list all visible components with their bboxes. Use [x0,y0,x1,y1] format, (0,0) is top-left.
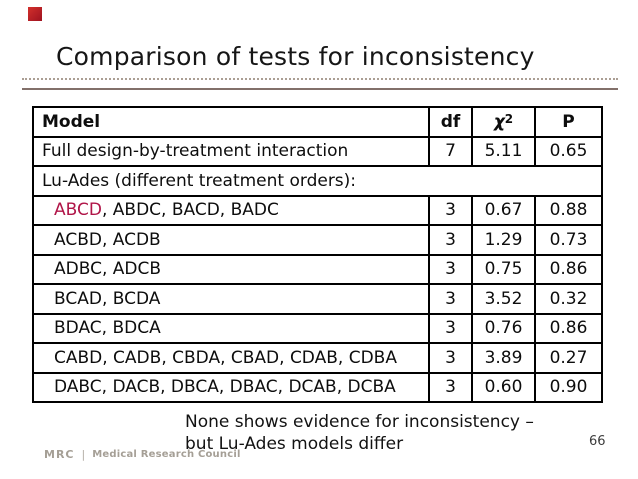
model-text: , ABDC, BACD, BADC [101,200,279,221]
chi2-cell: 0.60 [471,371,536,403]
mrc-logo-divider: | [81,448,86,461]
chi2-cell: 1.29 [471,224,536,256]
chi2-cell: 0.75 [471,253,536,285]
table-row: CABD, CADB, CBDA, CBAD, CDAB, CDBA 3 3.8… [32,342,603,374]
table-row: ADBC, ADCB 3 0.75 0.86 [32,253,603,285]
table-row: BDAC, BDCA 3 0.76 0.86 [32,312,603,344]
df-cell: 3 [428,194,473,226]
slide-title: Comparison of tests for inconsistency [56,42,535,71]
mrc-logo-abbr: MRC [44,448,75,461]
table-row: BCAD, BCDA 3 3.52 0.32 [32,283,603,315]
p-cell: 0.88 [534,194,603,226]
results-table-container: Model df χ2 P Full design-by-treatment i… [32,106,603,403]
df-cell: 3 [428,253,473,285]
table-row: Full design-by-treatment interaction 7 5… [32,135,603,167]
model-cell: CABD, CADB, CBDA, CBAD, CDAB, CDBA [32,342,430,374]
p-cell: 0.73 [534,224,603,256]
red-square-logo-icon [28,7,42,21]
table-row: ABCD, ABDC, BACD, BADC 3 0.67 0.88 [32,194,603,226]
chi2-cell: 3.52 [471,283,536,315]
highlighted-model-text: ABCD [54,200,102,221]
page-number: 66 [589,434,606,449]
df-cell: 3 [428,342,473,374]
results-table: Model df χ2 P Full design-by-treatment i… [32,106,603,403]
dotted-divider [22,78,618,80]
model-cell: DABC, DACB, DBCA, DBAC, DCAB, DCBA [32,371,430,403]
caption-line-1: None shows evidence for inconsistency – [185,412,534,432]
caption-line-2: but Lu-Ades models differ [185,434,404,454]
df-cell: 3 [428,224,473,256]
df-cell: 3 [428,283,473,315]
df-cell: 3 [428,312,473,344]
header-p: P [534,106,603,138]
model-cell: ADBC, ADCB [32,253,430,285]
mrc-logo-name: Medical Research Council [92,449,241,460]
table-row: DABC, DACB, DBCA, DBAC, DCAB, DCBA 3 0.6… [32,371,603,403]
model-cell: BDAC, BDCA [32,312,430,344]
p-cell: 0.32 [534,283,603,315]
header-df: df [428,106,473,138]
df-cell: 7 [428,135,473,167]
header-model: Model [32,106,430,138]
table-header-row: Model df χ2 P [32,106,603,138]
p-cell: 0.27 [534,342,603,374]
chi2-cell: 5.11 [471,135,536,167]
table-section-row: Lu-Ades (different treatment orders): [32,165,603,197]
chi2-cell: 0.76 [471,312,536,344]
chi-symbol: χ [493,111,505,132]
section-label-cell: Lu-Ades (different treatment orders): [32,165,603,197]
mrc-footer-logo: MRC | Medical Research Council [44,448,241,461]
p-cell: 0.86 [534,312,603,344]
p-cell: 0.86 [534,253,603,285]
p-cell: 0.65 [534,135,603,167]
df-cell: 3 [428,371,473,403]
model-cell: ACBD, ACDB [32,224,430,256]
caption: None shows evidence for inconsistency – … [185,411,534,455]
solid-divider [22,88,618,90]
header-chi-squared: χ2 [471,106,536,138]
model-cell: ABCD, ABDC, BACD, BADC [32,194,430,226]
model-cell: Full design-by-treatment interaction [32,135,430,167]
table-row: ACBD, ACDB 3 1.29 0.73 [32,224,603,256]
p-cell: 0.90 [534,371,603,403]
chi2-cell: 0.67 [471,194,536,226]
chi2-cell: 3.89 [471,342,536,374]
model-cell: BCAD, BCDA [32,283,430,315]
chi-exponent: 2 [504,111,514,126]
